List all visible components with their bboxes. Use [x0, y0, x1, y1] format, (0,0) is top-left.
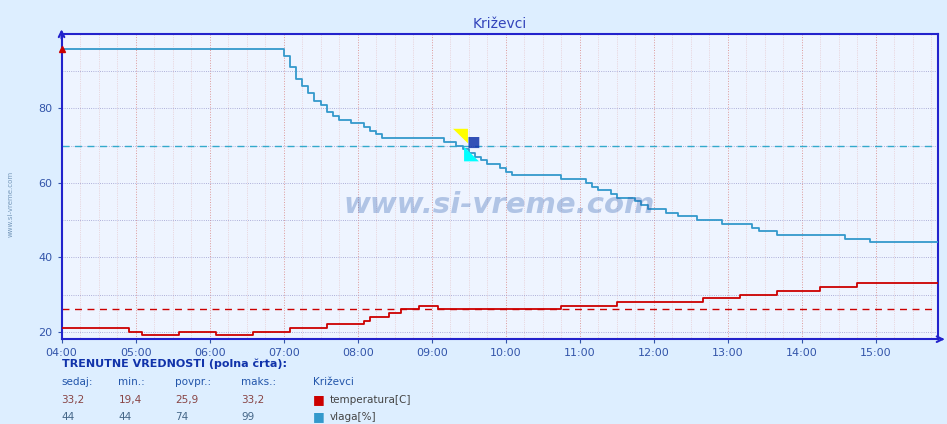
- Text: www.si-vreme.com: www.si-vreme.com: [344, 191, 655, 219]
- Text: 44: 44: [118, 412, 132, 422]
- Text: 44: 44: [62, 412, 75, 422]
- Text: 25,9: 25,9: [175, 395, 199, 405]
- Text: TRENUTNE VREDNOSTI (polna črta):: TRENUTNE VREDNOSTI (polna črta):: [62, 358, 287, 369]
- Text: www.si-vreme.com: www.si-vreme.com: [8, 170, 13, 237]
- Text: 19,4: 19,4: [118, 395, 142, 405]
- Text: ◣: ◣: [464, 144, 479, 163]
- Text: ◥: ◥: [453, 126, 468, 145]
- Text: ◼: ◼: [466, 133, 480, 151]
- Text: temperatura[C]: temperatura[C]: [330, 395, 411, 405]
- Text: 99: 99: [241, 412, 255, 422]
- Text: sedaj:: sedaj:: [62, 377, 93, 388]
- Text: 74: 74: [175, 412, 188, 422]
- Text: ■: ■: [313, 393, 324, 407]
- Title: Križevci: Križevci: [473, 17, 527, 31]
- Text: min.:: min.:: [118, 377, 145, 388]
- Text: maks.:: maks.:: [241, 377, 277, 388]
- Text: 33,2: 33,2: [241, 395, 265, 405]
- Text: 33,2: 33,2: [62, 395, 85, 405]
- Text: vlaga[%]: vlaga[%]: [330, 412, 376, 422]
- Text: povpr.:: povpr.:: [175, 377, 211, 388]
- Text: Križevci: Križevci: [313, 377, 353, 388]
- Text: ■: ■: [313, 410, 324, 424]
